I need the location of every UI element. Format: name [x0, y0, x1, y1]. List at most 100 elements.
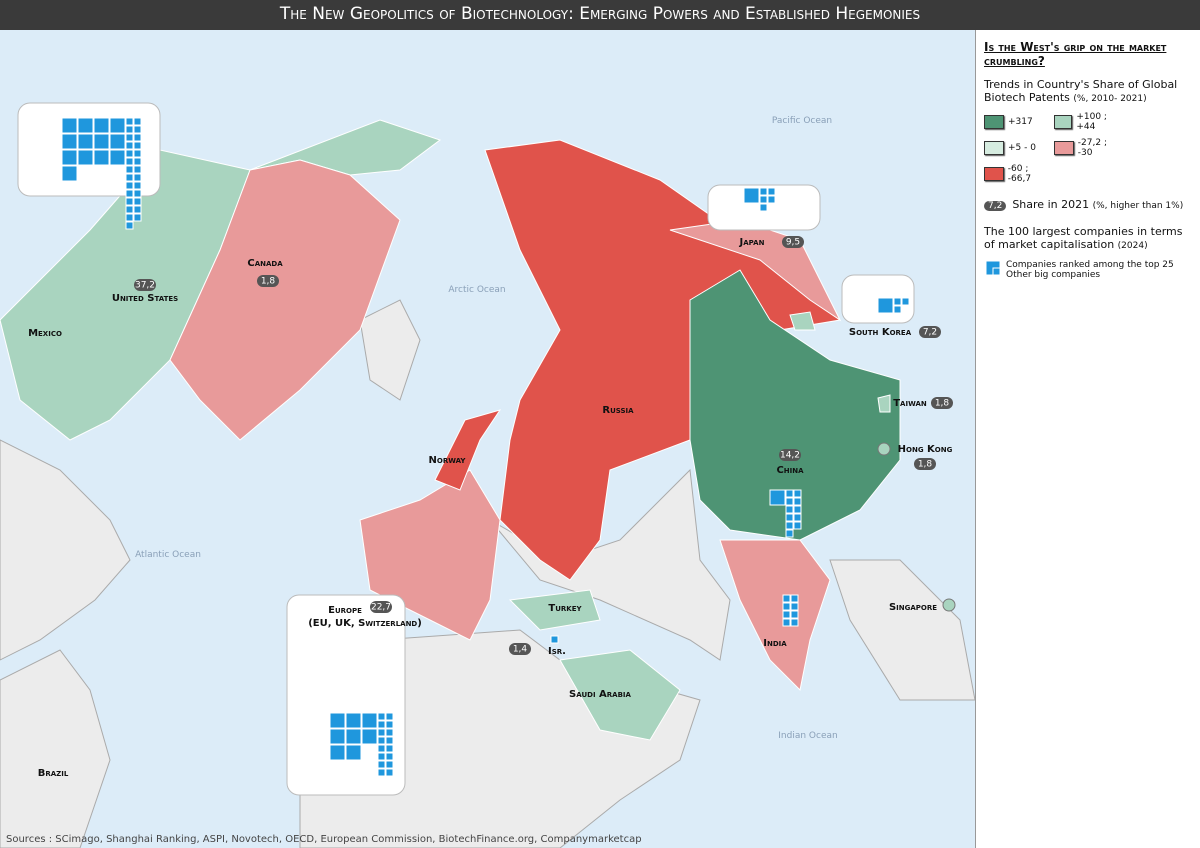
other-company [793, 521, 802, 530]
top25-company [329, 712, 346, 729]
share-pill [914, 458, 936, 470]
other-company [133, 133, 142, 142]
other-company [377, 736, 386, 745]
other-company [377, 768, 386, 777]
top25-company [109, 133, 126, 150]
other-company [125, 197, 134, 206]
top25-company [61, 133, 78, 150]
other-company [133, 173, 142, 182]
top25-company [877, 297, 894, 314]
other-company [759, 195, 768, 204]
other-company [377, 728, 386, 737]
share-value: 9,5 [786, 238, 800, 248]
other-company [785, 521, 794, 530]
companies-title-text: The 100 largest companies in terms of ma… [984, 225, 1183, 251]
land [0, 649, 111, 848]
other-label: Other big companies [1006, 270, 1101, 280]
top25-company [743, 187, 760, 204]
ocean-label: Pacific Ocean [772, 116, 832, 126]
top25-company [61, 165, 78, 182]
share-value: 7,2 [923, 328, 937, 338]
trend-label: +100 ; +44 [1076, 112, 1107, 132]
other-company [385, 728, 394, 737]
country-label: United States [112, 293, 178, 304]
country-label: Isr. [548, 646, 566, 657]
top25-company [77, 149, 94, 166]
top25-company [61, 117, 78, 134]
top25-company [109, 149, 126, 166]
square-key [985, 260, 1001, 276]
other-company [790, 602, 799, 611]
other-company [759, 187, 768, 196]
companies-note: (2024) [1117, 241, 1148, 251]
other-company [901, 297, 910, 306]
share-value: 37,2 [135, 281, 155, 291]
ocean-label: Atlantic Ocean [135, 550, 201, 560]
trend-title: Trends in Country's Share of Global Biot… [984, 78, 1192, 104]
other-company [782, 602, 791, 611]
square-labels: Companies ranked among the top 25 Other b… [1006, 260, 1174, 280]
country-label: Singapore [889, 602, 937, 613]
other-company [133, 213, 142, 222]
other-company [767, 187, 776, 196]
trend-swatch [1054, 115, 1073, 129]
other-company [785, 529, 794, 538]
top25-label: Companies ranked among the top 25 [1006, 260, 1174, 270]
country-label: China [776, 465, 804, 476]
other-company [793, 497, 802, 506]
other-company [782, 610, 791, 619]
saudi-arabia-shape [559, 649, 681, 741]
top25-company [93, 149, 110, 166]
share-pill [134, 279, 156, 291]
top25-company [77, 133, 94, 150]
share-pill [919, 326, 941, 338]
top25-company [93, 133, 110, 150]
ocean-label: Indian Ocean [778, 731, 837, 741]
share-value: 1,8 [918, 460, 933, 470]
canada-shape [169, 159, 401, 441]
share-pill [257, 275, 279, 287]
share-value: 1,8 [261, 277, 276, 287]
top25-company [329, 728, 346, 745]
greenland [359, 299, 421, 401]
other-company [133, 205, 142, 214]
companies-title: The 100 largest companies in terms of ma… [984, 225, 1192, 251]
other-company [785, 497, 794, 506]
other-company [125, 165, 134, 174]
other-company [133, 197, 142, 206]
other-company [133, 149, 142, 158]
top25-company [109, 117, 126, 134]
other-company [125, 181, 134, 190]
share-value: 22,7 [371, 603, 391, 613]
other-company [759, 203, 768, 212]
country-label: India [763, 638, 787, 649]
china-shape [689, 269, 901, 541]
other-company [125, 125, 134, 134]
other-company [893, 297, 902, 306]
top25-company [93, 117, 110, 134]
top25-company [61, 149, 78, 166]
country-label: Hong Kong [898, 444, 953, 455]
other-company [133, 125, 142, 134]
taiwan-shape [877, 394, 891, 413]
south-korea-shape [789, 311, 816, 331]
legend-question: Is the West's grip on the market crumbli… [984, 40, 1167, 68]
other-company [125, 221, 134, 230]
other-company [125, 213, 134, 222]
other-company [385, 768, 394, 777]
other-company [125, 117, 134, 126]
trend-swatch [984, 167, 1004, 181]
trend-swatch [984, 141, 1004, 155]
trend-label: +5 - 0 [1008, 143, 1036, 153]
turkey-shape [508, 589, 601, 631]
other-company [793, 505, 802, 514]
other-company [377, 760, 386, 769]
other-company [550, 635, 559, 644]
country-label: Norway [429, 455, 467, 466]
top25-company [345, 712, 362, 729]
other-company [385, 720, 394, 729]
singapore-shape [942, 598, 956, 612]
share-value: 14,2 [780, 451, 800, 461]
share-value: 1,8 [935, 399, 950, 409]
trend-note: (%, 2010- 2021) [1073, 94, 1147, 104]
